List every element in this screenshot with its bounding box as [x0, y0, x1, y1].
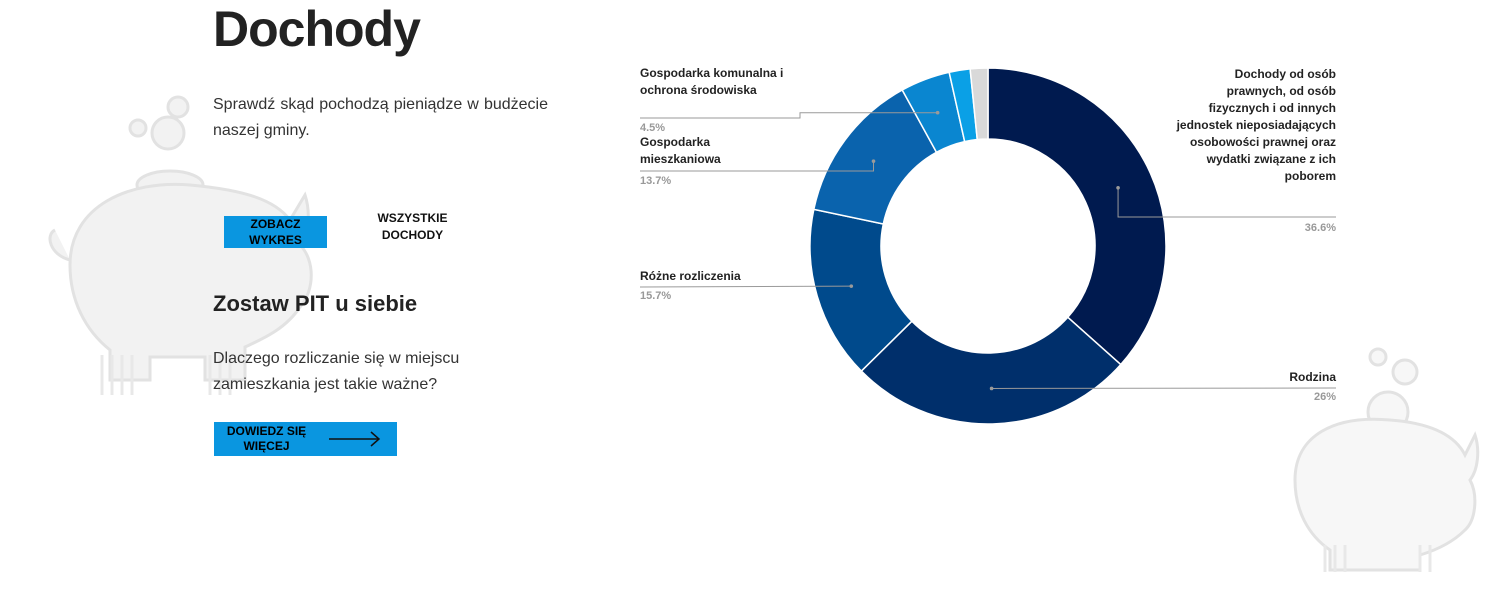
learn-more-label: DOWIEDZ SIĘ WIĘCEJ: [226, 424, 307, 453]
label-slice-3: Gospodarka mieszkaniowa: [640, 135, 721, 166]
leader-dot-0: [1116, 185, 1120, 190]
donut-slice-0[interactable]: [987, 67, 1167, 366]
show-chart-label: ZOBACZ WYKRES: [249, 217, 302, 247]
pct-slice-0: 36.6%: [1304, 222, 1336, 234]
page-title: Dochody: [213, 1, 421, 57]
piggy-bank-right-icon: [1293, 347, 1480, 572]
leader-dot-2: [849, 284, 854, 288]
leader-dot-3: [871, 159, 876, 163]
intro-text: Sprawdź skąd pochodzą pieniądze w budżec…: [213, 96, 548, 139]
leader-line-2: [639, 285, 852, 288]
pit-heading: Zostaw PIT u siebie: [213, 291, 418, 316]
pct-slice-4: 4.5%: [640, 122, 666, 134]
label-slice-2: Różne rozliczenia: [640, 269, 741, 283]
pit-text: Dlaczego rozliczanie się w miejscu zamie…: [213, 350, 460, 393]
pct-slice-3: 13.7%: [640, 175, 672, 187]
donut-slice-6[interactable]: [969, 67, 989, 141]
leader-line-3: [640, 161, 875, 172]
leader-dot-4: [935, 110, 940, 115]
learn-more-button[interactable]: DOWIEDZ SIĘ WIĘCEJ: [214, 422, 397, 456]
all-income-link[interactable]: WSZYSTKIE DOCHODY: [377, 211, 448, 242]
leader-dot-1: [989, 386, 994, 391]
label-slice-0: Dochody od osób prawnych, od osób fizycz…: [1176, 67, 1336, 183]
leader-line-4: [640, 112, 938, 119]
label-slice-1: Rodzina: [1289, 370, 1336, 384]
arrow-right-icon: [329, 431, 381, 447]
label-slice-4: Gospodarka komunalna i ochrona środowisk…: [640, 66, 784, 97]
show-chart-button[interactable]: ZOBACZ WYKRES: [224, 216, 327, 248]
leader-line-0: [1117, 187, 1336, 218]
pct-slice-2: 15.7%: [640, 290, 672, 302]
donut-slice-1[interactable]: [860, 316, 1122, 425]
pct-slice-1: 26%: [1313, 391, 1336, 403]
